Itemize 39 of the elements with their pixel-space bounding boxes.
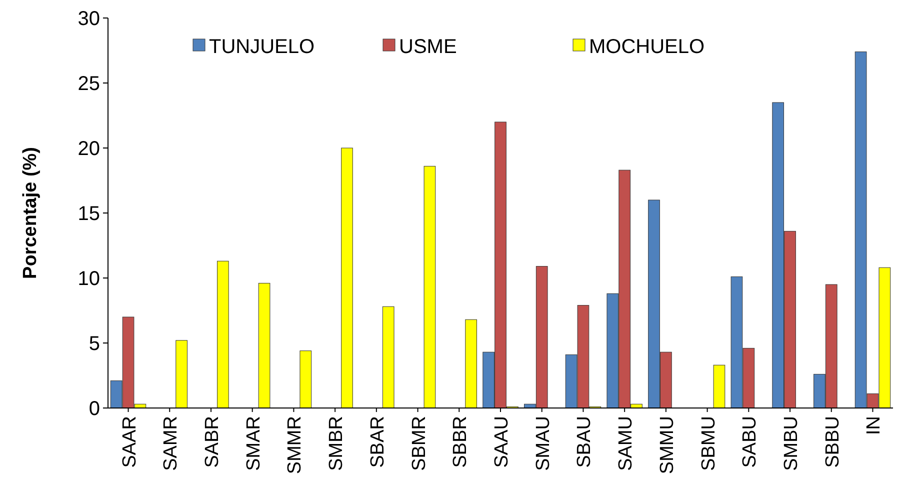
x-tick-label: SMBU [781, 416, 802, 471]
x-tick-label: SBAR [367, 416, 388, 468]
y-tick-label: 25 [78, 73, 100, 95]
legend-label: USME [399, 36, 457, 58]
legend-label: TUNJUELO [209, 36, 315, 58]
y-tick-label: 5 [88, 333, 100, 355]
x-tick-label: SBMR [408, 416, 430, 471]
x-tick-label: SMAU [532, 416, 554, 471]
x-tick-label: SMAR [243, 416, 264, 471]
bar [424, 166, 436, 408]
x-tick-label: SBMU [698, 416, 720, 471]
bar [341, 148, 353, 408]
x-tick-label: SBBU [822, 416, 844, 468]
x-tick-label: SMBR [326, 416, 348, 471]
y-tick-label: 15 [78, 203, 100, 225]
bar [713, 364, 726, 408]
y-axis-title: Porcentaje (%) [20, 147, 41, 279]
bar [217, 260, 229, 408]
x-tick-label: SMMR [284, 416, 306, 474]
x-tick-label: SBBR [450, 416, 472, 468]
bar [258, 282, 270, 408]
x-tick-label: SABR [202, 416, 223, 468]
bar [382, 306, 394, 408]
x-tick-label: SMMU [656, 416, 678, 474]
bar [465, 319, 477, 408]
legend-label: MOCHUELO [589, 36, 705, 58]
x-tick-label: SAMU [616, 416, 637, 471]
x-tick-label: SAAR [119, 416, 140, 468]
bar [176, 340, 188, 408]
y-tick-label: 10 [78, 268, 100, 290]
x-tick-label: SAAU [492, 416, 512, 468]
x-tick-label: SAMR [160, 416, 182, 471]
y-tick-label: 20 [78, 138, 100, 160]
bar [300, 350, 312, 408]
x-tick-label: SABU [740, 416, 761, 468]
x-tick-label: IN [864, 416, 885, 435]
x-tick-label: SBAU [574, 416, 596, 468]
y-tick-label: 0 [88, 398, 100, 420]
y-tick-label: 30 [78, 8, 100, 30]
